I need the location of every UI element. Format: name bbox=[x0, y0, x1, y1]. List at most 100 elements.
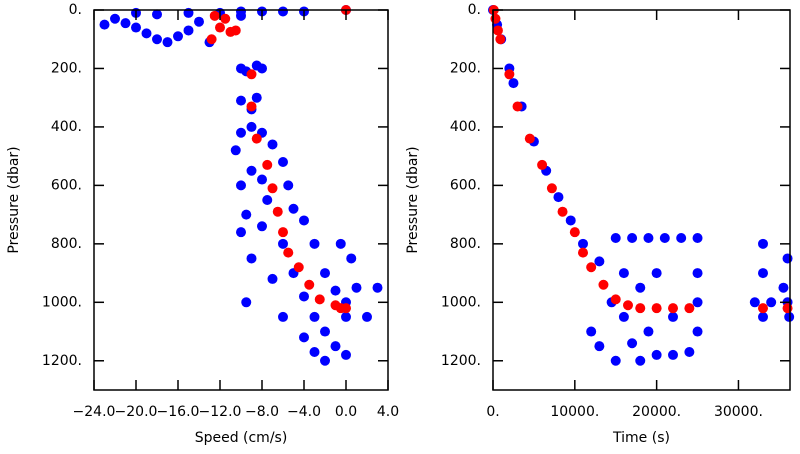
x-tick-label: −12.0 bbox=[199, 404, 242, 420]
point bbox=[283, 247, 294, 258]
point bbox=[618, 268, 629, 279]
point bbox=[749, 297, 760, 308]
point bbox=[778, 282, 789, 293]
point bbox=[598, 279, 609, 290]
point bbox=[508, 78, 519, 89]
point bbox=[782, 303, 793, 314]
point bbox=[565, 215, 576, 226]
y-tick-label: 0. bbox=[468, 2, 481, 18]
y-tick-label: 0. bbox=[69, 2, 82, 18]
point bbox=[183, 25, 194, 36]
point bbox=[553, 192, 564, 203]
point bbox=[627, 233, 638, 243]
x-tick-label: 0. bbox=[486, 404, 499, 420]
point bbox=[173, 31, 183, 42]
point bbox=[309, 311, 320, 322]
point bbox=[659, 233, 670, 243]
point bbox=[236, 10, 246, 21]
point bbox=[766, 297, 777, 308]
point bbox=[278, 311, 288, 322]
y-axis-label: Pressure (dbar) bbox=[405, 146, 421, 253]
point bbox=[288, 203, 299, 214]
point bbox=[230, 145, 241, 156]
point bbox=[241, 209, 252, 220]
x-tick-label: 10000. bbox=[550, 404, 599, 420]
y-tick-label: 600. bbox=[450, 177, 481, 193]
point bbox=[220, 13, 231, 24]
point bbox=[610, 294, 621, 305]
x-tick-label: 4.0 bbox=[377, 404, 399, 420]
point bbox=[215, 22, 225, 33]
y-tick-label: 1000. bbox=[42, 294, 82, 310]
point bbox=[362, 311, 372, 322]
point bbox=[651, 303, 662, 314]
point bbox=[120, 18, 131, 29]
point bbox=[668, 303, 678, 314]
point bbox=[635, 282, 646, 293]
point bbox=[236, 227, 246, 238]
y-tick-label: 1200. bbox=[42, 353, 82, 369]
point bbox=[692, 233, 703, 243]
point bbox=[299, 215, 309, 226]
point bbox=[692, 297, 703, 308]
point bbox=[131, 22, 141, 33]
point bbox=[141, 28, 152, 39]
point bbox=[610, 355, 621, 366]
point bbox=[623, 300, 633, 311]
point bbox=[586, 326, 597, 337]
point bbox=[209, 10, 220, 21]
point bbox=[314, 294, 325, 305]
point bbox=[267, 183, 278, 194]
point bbox=[236, 95, 246, 106]
point bbox=[241, 297, 252, 308]
point bbox=[251, 92, 262, 103]
y-tick-label: 400. bbox=[51, 119, 82, 135]
point bbox=[758, 268, 768, 279]
point bbox=[330, 285, 341, 296]
plot-frame bbox=[93, 9, 389, 391]
point bbox=[262, 159, 273, 170]
point bbox=[309, 238, 320, 249]
point bbox=[320, 268, 330, 279]
y-tick-label: 1000. bbox=[441, 294, 481, 310]
point bbox=[351, 282, 362, 293]
point bbox=[578, 238, 588, 249]
y-tick-label: 800. bbox=[450, 236, 481, 252]
point bbox=[524, 133, 535, 144]
x-tick-label: 0.0 bbox=[335, 404, 357, 420]
point bbox=[320, 355, 330, 366]
y-tick-label: 800. bbox=[51, 236, 82, 252]
point bbox=[251, 133, 262, 144]
point bbox=[676, 233, 687, 243]
point bbox=[299, 291, 309, 302]
point bbox=[372, 282, 383, 293]
point bbox=[194, 16, 204, 27]
point bbox=[236, 180, 246, 191]
point bbox=[512, 101, 523, 112]
point bbox=[784, 311, 795, 322]
point bbox=[635, 355, 646, 366]
point bbox=[504, 69, 515, 80]
x-tick-label: −8.0 bbox=[245, 404, 279, 420]
point bbox=[257, 63, 267, 74]
point bbox=[110, 13, 120, 24]
point bbox=[267, 273, 278, 284]
x-axis-label: Time (s) bbox=[612, 430, 670, 446]
point bbox=[246, 253, 257, 264]
point bbox=[257, 221, 267, 232]
point bbox=[278, 227, 288, 238]
point bbox=[594, 341, 605, 352]
point bbox=[758, 311, 768, 322]
point bbox=[692, 326, 703, 337]
point bbox=[610, 233, 621, 243]
point bbox=[492, 25, 503, 36]
point bbox=[618, 311, 629, 322]
point bbox=[278, 6, 288, 17]
point bbox=[230, 25, 241, 36]
point bbox=[152, 34, 162, 45]
point bbox=[643, 233, 654, 243]
point bbox=[341, 303, 351, 314]
point bbox=[278, 157, 288, 167]
point bbox=[594, 256, 605, 267]
